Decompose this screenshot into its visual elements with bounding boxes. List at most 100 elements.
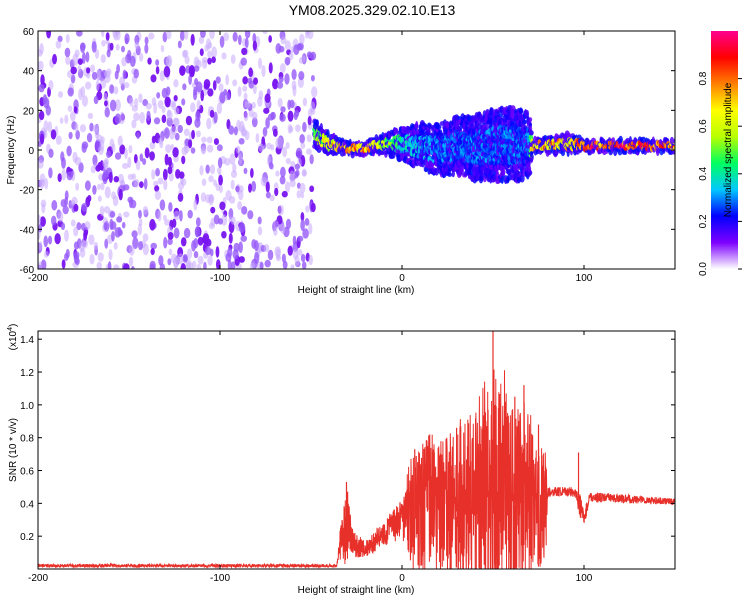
heatmap-cell (143, 178, 148, 190)
heatmap-cell (310, 101, 316, 113)
heatmap-cell (212, 80, 217, 91)
heatmap-cell (197, 255, 204, 265)
heatmap-cell (216, 102, 223, 115)
colorbar-label: Normalized spectral amplitude (723, 82, 734, 217)
heatmap-cell (97, 252, 104, 262)
heatmap-cell (165, 55, 173, 68)
heatmap-cell (272, 128, 278, 137)
heatmap-cell (199, 165, 204, 176)
heatmap-y-tick-label: -60 (20, 265, 35, 276)
heatmap-cell (177, 182, 185, 190)
heatmap-cell (87, 195, 92, 202)
heatmap-cell (183, 31, 189, 40)
heatmap-cell (168, 202, 173, 212)
heatmap-cell (38, 110, 45, 121)
heatmap-cell (285, 157, 291, 165)
heatmap-cell (50, 215, 57, 226)
heatmap-cell (149, 260, 156, 269)
heatmap-cell (157, 177, 164, 185)
heatmap-cell (263, 243, 270, 252)
heatmap-cell (512, 163, 518, 171)
heatmap-cell (104, 186, 111, 199)
heatmap-cell (179, 31, 185, 41)
heatmap-x-tick-label: -200 (28, 273, 48, 284)
heatmap-cell (90, 64, 96, 73)
heatmap-cell (117, 226, 122, 237)
heatmap-cell (299, 33, 305, 45)
heatmap-cell (55, 40, 62, 49)
heatmap-cell (38, 159, 44, 169)
heatmap-cell (208, 222, 215, 230)
heatmap-cell (519, 174, 525, 183)
snr-x-ticks: -200 -100 0 100 (28, 331, 593, 584)
heatmap-cell (43, 120, 49, 132)
heatmap-cell (113, 176, 120, 183)
heatmap-cell (466, 168, 471, 176)
heatmap-cell (109, 99, 117, 112)
heatmap-cell (205, 164, 210, 174)
heatmap-cell (447, 168, 452, 176)
heatmap-cell (84, 180, 91, 191)
heatmap-cell (159, 70, 165, 82)
heatmap-cell (280, 36, 287, 45)
heatmap-cell (167, 156, 172, 167)
colorbar-gradient (711, 31, 738, 269)
figure-title: YM08.2025.329.02.10.E13 (289, 2, 456, 18)
heatmap-cell (198, 36, 205, 45)
heatmap-cell (113, 86, 119, 95)
heatmap-cell (167, 166, 173, 175)
heatmap-cell (162, 214, 168, 222)
heatmap-cell (288, 51, 294, 61)
heatmap-cell (54, 233, 61, 245)
heatmap-cell (279, 113, 286, 123)
heatmap-cell (216, 144, 223, 152)
snr-y-tick-label: 0.6 (20, 467, 34, 478)
heatmap-cell (299, 182, 306, 194)
heatmap-cell (263, 107, 270, 114)
heatmap-cell (118, 188, 123, 201)
heatmap-cell (104, 100, 108, 107)
heatmap-cell (228, 232, 233, 244)
heatmap-cell (528, 134, 533, 140)
heatmap-cell (241, 206, 248, 215)
snr-x-tick-label: -200 (28, 573, 48, 584)
heatmap-cell (296, 190, 301, 199)
heatmap-cell (79, 124, 87, 133)
snr-y-tick-label: 0.2 (20, 532, 34, 543)
heatmap-cell (155, 59, 160, 66)
heatmap-cell (168, 172, 174, 182)
heatmap-cell (39, 173, 46, 183)
heatmap-cell (122, 69, 127, 80)
heatmap-cell (275, 170, 280, 177)
heatmap-cell (134, 34, 140, 45)
heatmap-cell (172, 147, 179, 158)
heatmap-cell (115, 44, 120, 51)
heatmap-cell (188, 64, 195, 76)
heatmap-cell (230, 261, 236, 269)
heatmap-cell (173, 210, 180, 221)
heatmap-cell (104, 107, 110, 118)
colorbar-tick-label: 0.2 (698, 214, 709, 228)
heatmap-cell (415, 120, 419, 130)
heatmap-cell (133, 178, 140, 188)
heatmap-cell (200, 31, 206, 38)
heatmap-cell (130, 265, 135, 269)
heatmap-cell (131, 104, 139, 112)
colorbar-tick-label: 0.4 (698, 166, 709, 180)
heatmap-cell (46, 31, 52, 39)
heatmap-cell (300, 219, 305, 232)
heatmap-cell (285, 218, 292, 230)
heatmap-cell (144, 36, 149, 45)
heatmap-cell (219, 201, 226, 211)
heatmap-cell (300, 212, 305, 222)
heatmap-cell (79, 42, 86, 51)
heatmap-cell (74, 257, 80, 266)
heatmap-cell (200, 89, 205, 102)
heatmap-cell (279, 63, 286, 74)
heatmap-cell (111, 231, 115, 242)
heatmap-cell (207, 57, 212, 65)
heatmap-cell (235, 145, 241, 154)
heatmap-cell (279, 175, 286, 185)
heatmap-cell (281, 253, 286, 263)
heatmap-cell (43, 251, 49, 258)
